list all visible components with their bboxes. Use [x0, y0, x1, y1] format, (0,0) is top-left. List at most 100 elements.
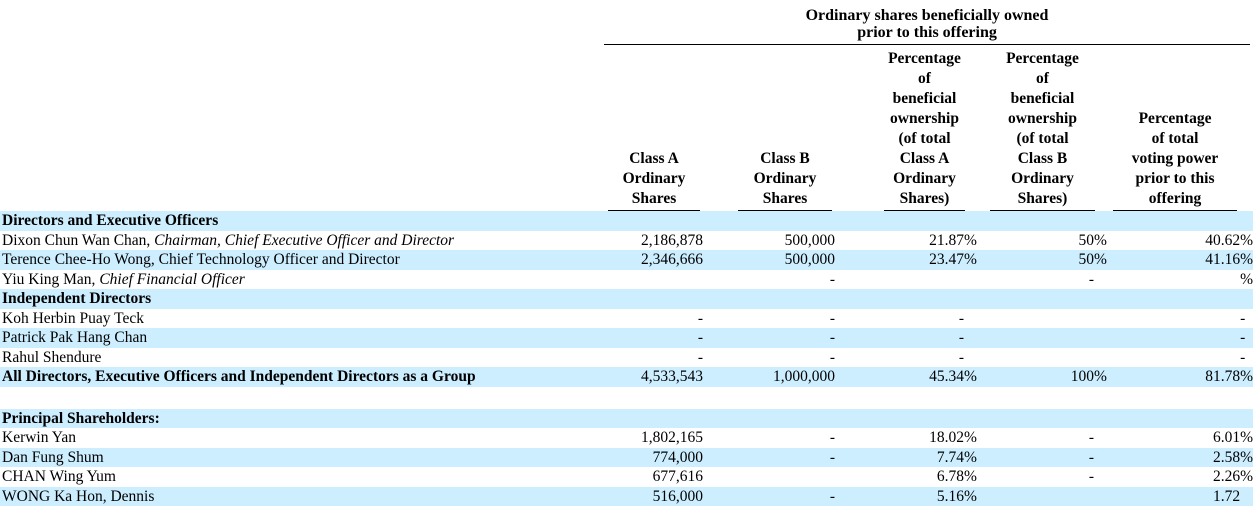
row-name-cell: Yiu King Man, Chief Financial Officer	[0, 270, 600, 290]
cell-value: -	[698, 310, 703, 327]
row-name-cell: Dan Fung Shum	[0, 448, 600, 468]
cell-value: 45.34	[929, 368, 964, 385]
column-header-class-a: Class A Ordinary Shares	[600, 45, 705, 211]
section-label: Principal Shareholders:	[2, 410, 160, 427]
person-name: Koh Herbin Puay Teck	[2, 310, 144, 327]
table-row: Koh Herbin Puay Teck - - - -	[0, 309, 1253, 329]
cell-value: 7.74	[937, 449, 964, 466]
cell-voting-power	[1109, 289, 1253, 309]
column-header-row: Class A Ordinary Shares Class B Ordinary…	[0, 45, 1253, 211]
group-header-line1: Ordinary shares beneficially owned	[806, 7, 1049, 24]
cell-class-a: 516,000	[600, 487, 705, 507]
cell-value: -	[959, 329, 964, 346]
cell-class-b	[705, 211, 837, 231]
cell-value: 18.02	[929, 429, 964, 446]
column-header-voting-power: Percentage of total voting power prior t…	[1109, 45, 1253, 211]
cell-pct-class-b	[979, 348, 1109, 368]
cell-value: -	[1089, 271, 1094, 288]
cell-value: 6.01	[1213, 429, 1240, 446]
beneficial-ownership-page: Ordinary shares beneficially owned prior…	[0, 0, 1253, 506]
cell-pct-class-a: -	[837, 309, 979, 329]
cell-class-b: 500,000	[705, 250, 837, 270]
cell-class-b: -	[705, 348, 837, 368]
cell-class-b: -	[705, 309, 837, 329]
cell-class-b	[705, 409, 837, 429]
cell-voting-power: -	[1109, 309, 1253, 329]
cell-value: -	[1089, 468, 1094, 485]
cell-value: 23.47	[929, 251, 964, 268]
cell-value: 1,802,165	[641, 429, 703, 446]
cell-class-a: 1,802,165	[600, 428, 705, 448]
cell-class-b	[705, 467, 837, 487]
cell-voting-power: 41.16%	[1109, 250, 1253, 270]
cell-voting-power: 6.01%	[1109, 428, 1253, 448]
cell-value: 50	[1079, 232, 1095, 249]
cell-suffix: %	[1094, 367, 1107, 387]
cell-pct-class-b: -	[979, 467, 1109, 487]
cell-class-a: 774,000	[600, 448, 705, 468]
person-name: Dixon Chun Wan Chan,	[2, 232, 150, 249]
cell-value: -	[830, 429, 835, 446]
cell-value: -	[959, 310, 964, 327]
cell-value: 1,000,000	[773, 368, 835, 385]
cell-pct-class-b: 50%	[979, 250, 1109, 270]
cell-pct-class-b	[979, 309, 1109, 329]
cell-suffix: %	[964, 250, 977, 270]
cell-class-a: 2,346,666	[600, 250, 705, 270]
row-name-cell: Patrick Pak Hang Chan	[0, 328, 600, 348]
cell-suffix: %	[964, 487, 977, 507]
table-row: Terence Chee-Ho Wong, Chief Technology O…	[0, 250, 1253, 270]
cell-value: -	[698, 329, 703, 346]
cell-class-b: -	[705, 448, 837, 468]
cell-class-a	[600, 211, 705, 231]
group-header-title: Ordinary shares beneficially owned prior…	[604, 0, 1250, 45]
cell-voting-power	[1109, 211, 1253, 231]
cell-value: 81.78	[1205, 368, 1240, 385]
cell-class-a: -	[600, 328, 705, 348]
cell-pct-class-b	[979, 211, 1109, 231]
cell-suffix: %	[1094, 250, 1107, 270]
column-header-pct-class-b: Percentage of beneficial ownership (of t…	[979, 45, 1109, 211]
column-header-names-empty	[0, 45, 600, 211]
cell-class-a	[600, 270, 705, 290]
cell-value: -	[959, 349, 964, 366]
cell-value: 677,616	[653, 468, 703, 485]
section-row: Independent Directors	[0, 289, 1253, 309]
row-name-cell: Principal Shareholders:	[0, 409, 600, 429]
group-total-row: All Directors, Executive Officers and In…	[0, 367, 1253, 387]
section-label: Independent Directors	[2, 290, 151, 307]
cell-voting-power: 81.78%	[1109, 367, 1253, 387]
section-row: Principal Shareholders:	[0, 409, 1253, 429]
cell-value: 2,346,666	[641, 251, 703, 268]
cell-voting-power: 2.26%	[1109, 467, 1253, 487]
cell-value: 6.78	[937, 468, 964, 485]
cell-suffix: -	[1240, 328, 1251, 348]
cell-voting-power: 1.72	[1109, 487, 1253, 507]
cell-suffix: %	[964, 448, 977, 468]
cell-pct-class-b	[979, 487, 1109, 507]
cell-pct-class-b: 50%	[979, 231, 1109, 251]
group-header-row: Ordinary shares beneficially owned prior…	[0, 0, 1253, 45]
table-row: Rahul Shendure----	[0, 348, 1253, 368]
person-name: CHAN Wing Yum	[2, 468, 116, 485]
cell-value: 41.16	[1205, 251, 1240, 268]
person-name: Rahul Shendure	[2, 349, 101, 366]
cell-class-b: 500,000	[705, 231, 837, 251]
row-name-cell: Dixon Chun Wan Chan, Chairman, Chief Exe…	[0, 231, 600, 251]
cell-value: 21.87	[929, 232, 964, 249]
cell-value: -	[830, 310, 835, 327]
row-name-cell: Directors and Executive Officers	[0, 211, 600, 231]
cell-pct-class-a: 18.02%	[837, 428, 979, 448]
cell-pct-class-a	[837, 211, 979, 231]
cell-suffix: %	[1240, 250, 1251, 270]
row-name-cell: Rahul Shendure	[0, 348, 600, 368]
cell-class-b	[705, 289, 837, 309]
beneficial-ownership-table: Ordinary shares beneficially owned prior…	[0, 0, 1253, 506]
table-row: Yiu King Man, Chief Financial Officer--%	[0, 270, 1253, 290]
person-name: WONG Ka Hon, Dennis	[2, 488, 154, 505]
cell-value: 1.72	[1213, 488, 1240, 505]
cell-value: 40.62	[1205, 232, 1240, 249]
cell-pct-class-b: -	[979, 270, 1109, 290]
cell-class-b: -	[705, 328, 837, 348]
column-header-pct-class-a: Percentage of beneficial ownership (of t…	[837, 45, 979, 211]
